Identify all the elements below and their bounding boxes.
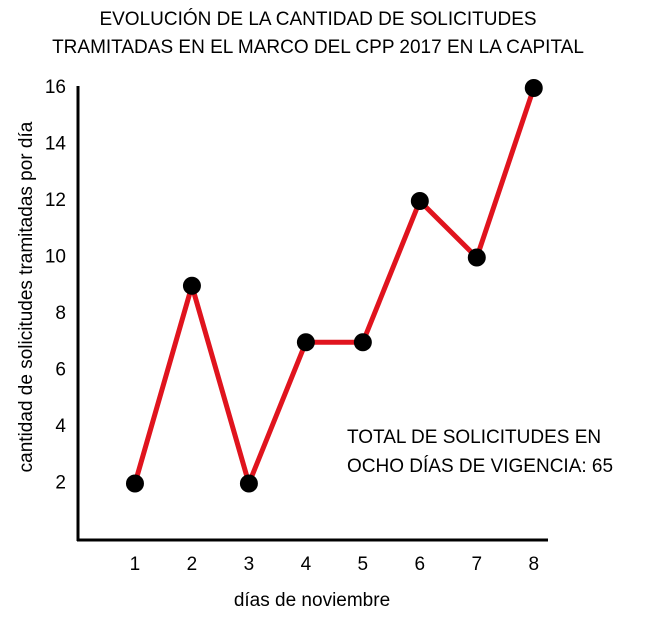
marker <box>239 474 258 493</box>
x-tick-label: 2 <box>187 554 198 575</box>
x-tick-label: 4 <box>301 554 312 575</box>
x-tick-label: 8 <box>528 554 539 575</box>
marker <box>467 248 486 267</box>
marker <box>182 276 201 295</box>
marker <box>410 192 429 210</box>
annotation: OCHO DÍAS DE VIGENCIA: 65 <box>347 456 613 477</box>
y-tick-label: 2 <box>55 473 66 494</box>
marker <box>524 79 543 97</box>
x-tick-label: 7 <box>471 554 482 575</box>
y-tick-label: 10 <box>45 247 66 268</box>
chart-title: EVOLUCIÓN DE LA CANTIDAD DE SOLICITUDES <box>99 8 536 30</box>
y-tick-label: 12 <box>45 190 66 211</box>
x-tick-label: 3 <box>244 554 255 575</box>
x-tick-label: 5 <box>358 554 369 575</box>
line <box>132 87 537 486</box>
y-tick-label: 16 <box>45 77 66 98</box>
annotation: TOTAL DE SOLICITUDES EN <box>347 427 601 448</box>
y-tick-label: 8 <box>55 303 66 324</box>
y-axis-label: cantidad de solicitudes tramitadas por d… <box>16 121 37 472</box>
y-tick-label: 14 <box>45 134 67 155</box>
y-tick-label: 6 <box>55 360 66 381</box>
x-tick-label: 1 <box>130 554 141 575</box>
marker <box>353 333 372 352</box>
x-tick-label: 6 <box>415 554 426 575</box>
marker <box>296 333 315 352</box>
marker <box>125 474 144 493</box>
x-axis-label: días de noviembre <box>234 590 390 611</box>
y-tick-label: 4 <box>55 416 66 437</box>
chart-title: TRAMITADAS EN EL MARCO DEL CPP 2017 EN L… <box>52 37 584 58</box>
